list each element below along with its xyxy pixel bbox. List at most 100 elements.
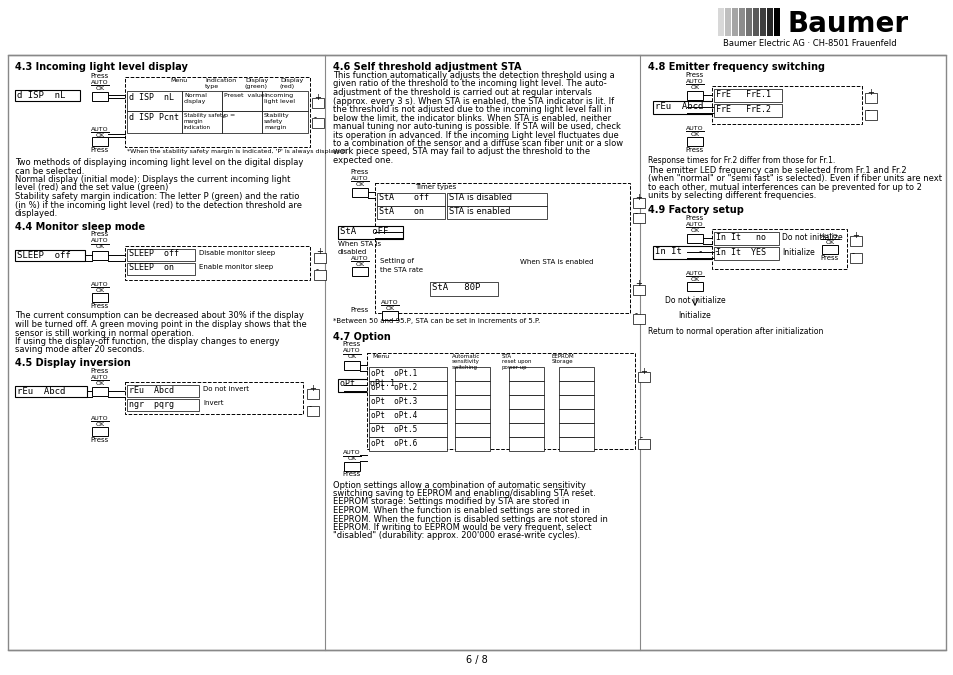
Text: Response times for Fr.2 differ from those for Fr.1.: Response times for Fr.2 differ from thos… (647, 156, 835, 165)
Text: OK: OK (385, 306, 395, 311)
Bar (558, 408, 594, 423)
Text: ngr  pqrg: ngr pqrg (129, 400, 173, 409)
Text: Do not initialize: Do not initialize (664, 296, 724, 305)
Text: Baumer: Baumer (787, 10, 908, 38)
Bar (652, 246, 718, 259)
Bar (381, 310, 397, 319)
Text: Press: Press (342, 342, 361, 348)
Text: +: + (314, 93, 320, 102)
Text: AUTO: AUTO (685, 222, 703, 227)
Text: OK: OK (95, 381, 105, 386)
Text: Two methods of displaying incoming light level on the digital display: Two methods of displaying incoming light… (15, 158, 303, 167)
Text: 4.8 Emitter frequency switching: 4.8 Emitter frequency switching (647, 62, 824, 72)
Text: d ISP  nL: d ISP nL (17, 91, 66, 100)
Text: In It   -  -: In It - - (655, 247, 719, 256)
Bar (509, 394, 543, 408)
Text: (when "normal" or "semi fast" is selected). Even if fiber units are next: (when "normal" or "semi fast" is selecte… (647, 175, 941, 184)
Text: OK: OK (95, 288, 105, 292)
Bar (558, 381, 594, 394)
Bar (369, 408, 447, 423)
Text: level (red) and the set value (green): level (red) and the set value (green) (15, 184, 168, 192)
Text: +: + (635, 192, 641, 202)
Text: Press: Press (685, 147, 703, 153)
Bar (369, 381, 447, 394)
Text: -: - (635, 209, 638, 219)
Bar (864, 93, 876, 103)
Text: AUTO: AUTO (381, 300, 398, 304)
Text: saving mode after 20 seconds.: saving mode after 20 seconds. (15, 346, 145, 354)
Text: Option settings allow a combination of automatic sensitivity: Option settings allow a combination of a… (333, 481, 585, 489)
Text: AUTO: AUTO (91, 416, 109, 421)
Text: Stability safety margin indication: The letter P (green) and the ratio: Stability safety margin indication: The … (15, 192, 299, 201)
Text: Do not invert: Do not invert (203, 386, 249, 392)
Bar (447, 205, 546, 219)
Bar (760, 8, 765, 36)
Bar (307, 406, 318, 416)
Text: EEPROM storage: Settings modified by STA are stored in: EEPROM storage: Settings modified by STA… (333, 497, 569, 506)
Text: Press: Press (820, 255, 839, 261)
Text: 4.7 Option: 4.7 Option (333, 331, 391, 342)
Text: EEPROM
Storage: EEPROM Storage (552, 354, 574, 364)
Text: Do not initialize: Do not initialize (781, 233, 841, 242)
Bar (849, 236, 862, 246)
Text: Disable monitor sleep: Disable monitor sleep (199, 250, 274, 256)
Text: EEPROM. When the function is disabled settings are not stored in: EEPROM. When the function is disabled se… (333, 514, 607, 524)
Text: Press: Press (91, 302, 109, 308)
Text: OK: OK (824, 240, 834, 245)
Text: -: - (639, 433, 642, 443)
Bar (127, 111, 182, 133)
Text: to each other, mutual interferences can be prevented for up to 2: to each other, mutual interferences can … (647, 183, 921, 192)
Text: The current consumption can be decreased about 30% if the display: The current consumption can be decreased… (15, 311, 304, 321)
Text: its operation in advanced. If the incoming Light level fluctuates due: its operation in advanced. If the incomi… (333, 130, 618, 140)
Text: oPt  oPt.3: oPt oPt.3 (371, 396, 416, 406)
Bar (127, 399, 199, 411)
Text: Initialize: Initialize (678, 311, 711, 320)
Text: oPt  oPt.1: oPt oPt.1 (371, 369, 416, 377)
Bar (344, 360, 359, 369)
Bar (633, 284, 644, 294)
Bar (91, 387, 108, 396)
Text: rEu  Abcd: rEu Abcd (17, 387, 66, 396)
Bar (633, 213, 644, 223)
Text: OK: OK (690, 132, 699, 137)
Bar (369, 437, 447, 450)
Text: AUTO: AUTO (351, 176, 369, 180)
Bar (752, 8, 759, 36)
Text: StA    on: StA on (378, 207, 423, 215)
Text: Indication
type: Indication type (205, 78, 236, 89)
Bar (430, 281, 497, 296)
Bar (91, 427, 108, 436)
Bar (337, 379, 402, 391)
Bar (125, 246, 310, 279)
Text: Normal display (initial mode): Displays the current incoming light: Normal display (initial mode): Displays … (15, 175, 290, 184)
Bar (125, 77, 310, 147)
Text: OK: OK (95, 86, 105, 91)
Bar (455, 408, 490, 423)
Text: OK: OK (95, 244, 105, 250)
Text: OK: OK (347, 354, 356, 360)
Bar (745, 8, 751, 36)
Bar (369, 367, 447, 381)
Text: AUTO: AUTO (685, 79, 703, 84)
Bar (713, 232, 779, 245)
Text: When STA is enabled: When STA is enabled (519, 259, 593, 265)
Text: OK: OK (95, 422, 105, 427)
Text: rEu  Abcd: rEu Abcd (655, 102, 702, 111)
Text: given ratio of the threshold to the incoming light level. The auto-: given ratio of the threshold to the inco… (333, 80, 606, 88)
Text: OK: OK (355, 261, 364, 267)
Text: will be turned off. A green moving point in the display shows that the: will be turned off. A green moving point… (15, 320, 307, 329)
Bar (15, 250, 85, 261)
Bar (509, 437, 543, 450)
Text: In It   no: In It no (716, 233, 765, 242)
Text: AUTO: AUTO (343, 450, 360, 456)
Text: +: + (639, 367, 646, 375)
Text: below the limit, the indicator blinks. When STA is enabled, neither: below the limit, the indicator blinks. W… (333, 113, 611, 122)
Bar (455, 437, 490, 450)
Bar (91, 137, 108, 146)
Bar (91, 92, 108, 101)
Text: +: + (851, 231, 858, 240)
Bar (558, 394, 594, 408)
Bar (638, 439, 649, 448)
Text: -: - (851, 249, 854, 258)
Bar (222, 91, 262, 111)
